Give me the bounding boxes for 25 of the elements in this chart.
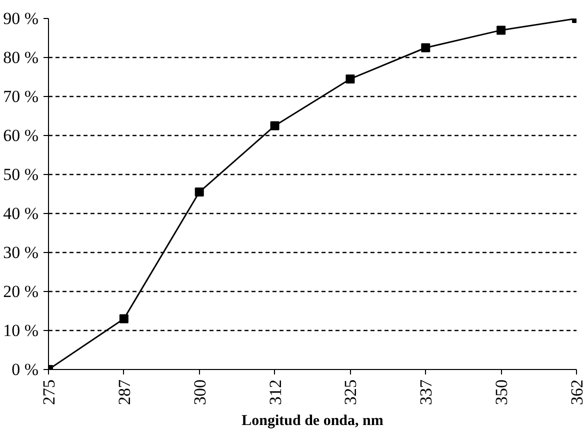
point [346, 74, 355, 84]
x-tick-label: 287 [114, 379, 134, 405]
point [421, 43, 430, 52]
y-tick-label: 20 % [3, 282, 39, 301]
x-tick-label: 300 [190, 380, 210, 405]
x-axis-title: Longitud de onda, nm [242, 413, 384, 429]
y-tick-label: 40 % [3, 204, 39, 223]
x-tick-label: 362 [568, 380, 586, 405]
y-tick-label: 70 % [3, 87, 39, 106]
x-tick-label: 275 [40, 380, 58, 405]
y-tick-label: 30 % [3, 243, 39, 262]
point [119, 314, 128, 324]
y-tick-label: 0 % [12, 360, 39, 379]
y-tick-label: 80 % [3, 48, 39, 67]
y-tick-label: 60 % [3, 126, 39, 145]
x-tick-label: 350 [492, 380, 512, 405]
y-tick-label: 90 % [3, 9, 39, 28]
y-tick-label: 50 % [3, 165, 39, 184]
x-tick-label: 312 [266, 380, 285, 405]
point [270, 121, 280, 130]
x-tick-label: 325 [341, 380, 360, 405]
point [496, 26, 506, 35]
y-tick-label: 10 % [3, 321, 39, 340]
point [194, 188, 204, 197]
x-tick-label: 337 [416, 379, 436, 405]
